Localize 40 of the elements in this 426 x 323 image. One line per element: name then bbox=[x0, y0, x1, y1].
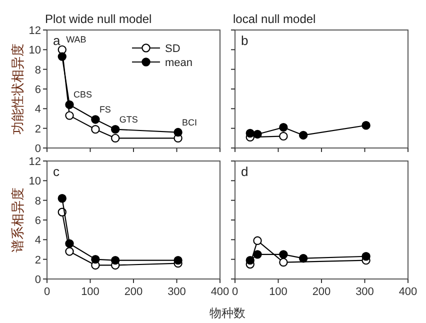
chart-title: local null model bbox=[233, 12, 316, 26]
annotation: a bbox=[53, 33, 61, 48]
legend-label: SD bbox=[165, 43, 180, 55]
x-tick-label: 100 bbox=[81, 286, 100, 298]
x-tick-label: 200 bbox=[124, 286, 143, 298]
y-tick-label: 4 bbox=[34, 234, 41, 247]
y-tick-label: 10 bbox=[28, 44, 41, 57]
y-tick-label: 6 bbox=[34, 215, 41, 227]
y-tick-label: 0 bbox=[34, 274, 41, 286]
y-axis-title: 功能性状相异度 bbox=[10, 44, 25, 134]
annotation: CBS bbox=[73, 90, 92, 100]
annotation: BCI bbox=[182, 117, 198, 128]
x-tick-label: 0 bbox=[44, 286, 50, 298]
y-tick-label: 10 bbox=[28, 176, 41, 188]
y-tick-label: 0 bbox=[34, 143, 41, 155]
annotation: b bbox=[241, 33, 248, 48]
annotation: GTS bbox=[119, 114, 138, 124]
x-tick-label: 300 bbox=[356, 286, 374, 298]
annotation: d bbox=[241, 164, 248, 179]
x-tick-label: 400 bbox=[210, 286, 230, 298]
y-tick-label: 12 bbox=[28, 156, 41, 168]
x-tick-label: 400 bbox=[398, 286, 418, 298]
y-axis-title: 谱系相异度 bbox=[10, 188, 25, 252]
y-tick-label: 12 bbox=[28, 25, 41, 37]
legend-label: mean bbox=[165, 57, 193, 69]
y-tick-label: 8 bbox=[34, 64, 41, 76]
x-tick-label: 0 bbox=[232, 286, 238, 298]
chart-title: Plot wide null model bbox=[45, 12, 152, 26]
x-tick-label: 100 bbox=[269, 286, 288, 298]
y-tick-label: 2 bbox=[34, 254, 41, 266]
y-tick-label: 2 bbox=[34, 123, 41, 136]
x-tick-label: 300 bbox=[168, 286, 186, 298]
y-tick-label: 4 bbox=[34, 104, 41, 116]
y-tick-label: 6 bbox=[34, 84, 41, 96]
annotation: FS bbox=[99, 104, 111, 114]
annotation: WAB bbox=[66, 34, 86, 45]
annotation: c bbox=[53, 164, 60, 179]
x-axis-title: 物种数 bbox=[210, 306, 246, 320]
y-tick-label: 8 bbox=[34, 195, 41, 208]
x-tick-label: 200 bbox=[312, 286, 331, 298]
